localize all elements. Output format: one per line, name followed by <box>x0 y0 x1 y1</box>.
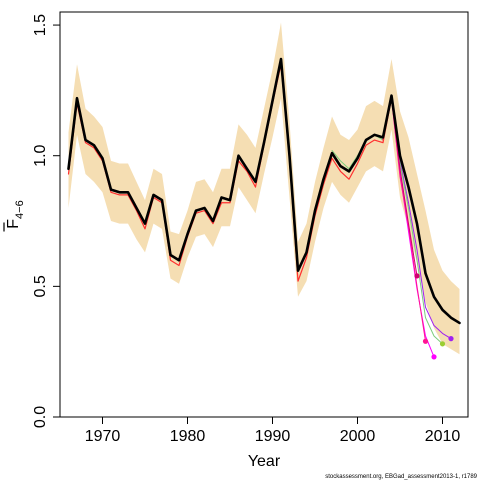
y-tick-label: 0.5 <box>32 275 49 297</box>
series-end-markers <box>414 273 454 360</box>
x-axis: 1970 1980 1990 2000 2010 <box>85 416 461 445</box>
x-tick-label: 1990 <box>255 428 291 445</box>
x-tick-label: 2000 <box>340 428 376 445</box>
series-line-2 <box>391 95 452 340</box>
series-end-marker-3 <box>439 341 446 347</box>
footnote: stockassessment.org, EBGad_assessment201… <box>325 474 477 480</box>
x-tick-label: 1970 <box>85 428 121 445</box>
y-axis: 0.0 0.5 1.0 1.5 <box>32 14 61 428</box>
series-end-marker-6 <box>414 273 420 279</box>
svg-text:F4−6: F4−6 <box>5 200 26 228</box>
y-axis-title-subscript: 4−6 <box>14 200 26 219</box>
series-end-marker-5 <box>422 338 429 344</box>
x-axis-title: Year <box>248 453 281 470</box>
x-tick-label: 1980 <box>170 428 206 445</box>
series-line-1 <box>67 57 461 325</box>
y-tick-label: 0.0 <box>32 406 49 428</box>
series-line-7 <box>67 63 393 282</box>
confidence-band <box>68 22 460 355</box>
y-axis-title-main: F <box>5 219 22 229</box>
series-end-marker-2 <box>448 336 454 342</box>
y-axis-title: F4−6 <box>3 200 26 232</box>
series-end-marker-4 <box>431 354 437 360</box>
confidence-band-area <box>68 22 460 355</box>
series-lines <box>67 57 461 358</box>
x-tick-label: 2010 <box>425 428 461 445</box>
y-tick-label: 1.0 <box>32 144 49 166</box>
y-tick-label: 1.5 <box>32 14 49 36</box>
